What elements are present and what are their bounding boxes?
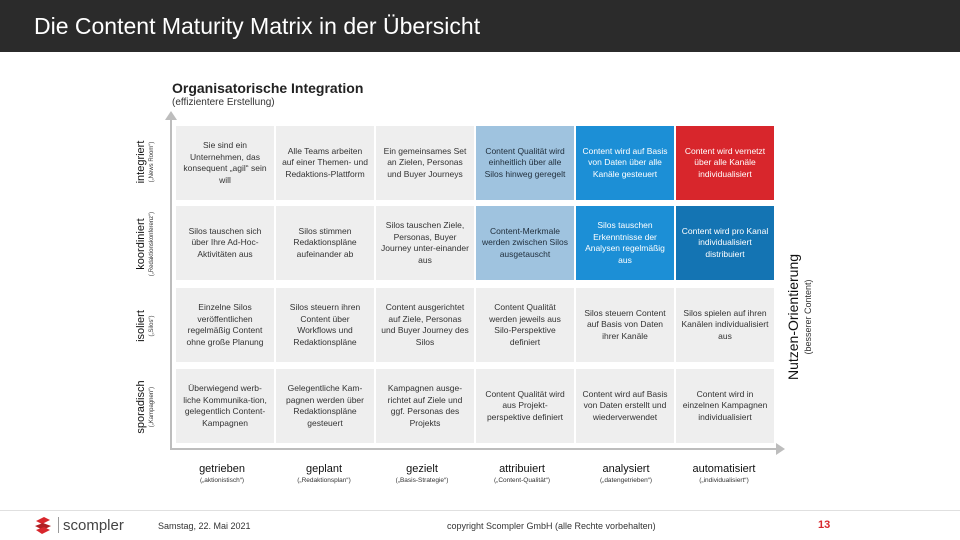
col-label-attribuiert: attribuiert („Content-Qualität“) xyxy=(472,462,572,486)
row-label-koordiniert: koordiniert („Redaktionskonferenz“) xyxy=(134,203,164,285)
col-label-sub: („datengetrieben“) xyxy=(599,477,653,484)
col-label-sub: („Basis-Strategie“) xyxy=(395,477,449,484)
matrix-cell: Content Qualität wird einheitlich über a… xyxy=(476,126,574,200)
matrix-cell: Content wird in einzelnen Kampagnen indi… xyxy=(676,369,774,443)
row-label-text: koordiniert xyxy=(135,218,147,270)
section-title: Organisatorische Integration xyxy=(172,80,364,96)
matrix-cell: Silos tauschen Erkenntnisse der Analysen… xyxy=(576,206,674,280)
section-subtitle: (effizientere Erstellung) xyxy=(172,97,275,108)
matrix-cell: Content wird auf Basis von Daten über al… xyxy=(576,126,674,200)
matrix-cell: Content wird vernetzt über alle Kanäle i… xyxy=(676,126,774,200)
matrix-cell: Content wird auf Basis von Daten erstell… xyxy=(576,369,674,443)
col-label-text: analysiert xyxy=(602,463,650,475)
right-axis-label: Nutzen-Orientierung (besserer Content) xyxy=(785,247,829,387)
col-label-sub: („individualisiert“) xyxy=(699,477,749,484)
col-label-getrieben: getrieben („aktionistisch“) xyxy=(172,462,272,486)
matrix-cell: Content Qualität werden jeweils aus Silo… xyxy=(476,288,574,362)
row-label-sub: („Silos“) xyxy=(149,315,155,337)
y-axis-line xyxy=(170,117,172,449)
matrix-cell: Silos tauschen Ziele, Personas, Buyer Jo… xyxy=(376,206,474,280)
col-label-geplant: geplant („Redaktionsplan“) xyxy=(274,462,374,486)
slide-title: Die Content Maturity Matrix in der Übers… xyxy=(34,13,481,39)
col-label-gezielt: gezielt („Basis-Strategie“) xyxy=(372,462,472,486)
matrix-cell: Silos steuern ihren Content über Workflo… xyxy=(276,288,374,362)
col-label-sub: („Content-Qualität“) xyxy=(494,477,550,484)
right-axis-text: Nutzen-Orientierung xyxy=(785,253,801,381)
matrix-cell: Silos tauschen sich über Ihre Ad-Hoc-Akt… xyxy=(176,206,274,280)
row-label-text: isoliert xyxy=(135,310,147,342)
row-label-isoliert: isoliert („Silos“) xyxy=(134,285,164,367)
matrix-cell: Einzelne Silos veröffentlichen regelmäßi… xyxy=(176,288,274,362)
row-label-integriert: integriert („News Room“) xyxy=(134,121,164,203)
col-label-sub: („Redaktionsplan“) xyxy=(297,477,351,484)
footer-date: Samstag, 22. Mai 2021 xyxy=(158,521,251,531)
matrix-cell: Alle Teams arbeiten auf einer Themen- un… xyxy=(276,126,374,200)
col-label-text: getrieben xyxy=(199,463,245,475)
col-label-text: geplant xyxy=(305,463,343,475)
col-label-text: attribuiert xyxy=(499,463,545,475)
right-axis-sub: (besserer Content) xyxy=(803,279,813,355)
matrix-cell: Content Qualität wird aus Projekt-perspe… xyxy=(476,369,574,443)
logo-text: scompler xyxy=(63,516,124,534)
row-label-sub: („Redaktionskonferenz“) xyxy=(149,211,155,277)
matrix-cell: Content-Merkmale werden zwischen Silos a… xyxy=(476,206,574,280)
scompler-logo: scompler xyxy=(32,515,124,535)
matrix-cell: Silos steuern Content auf Basis von Date… xyxy=(576,288,674,362)
matrix-cell: Gelegentliche Kam-pagnen werden über Red… xyxy=(276,369,374,443)
matrix-cell: Content wird pro Kanal individualisiert … xyxy=(676,206,774,280)
col-label-text: automatisiert xyxy=(692,463,756,475)
title-bar xyxy=(0,0,960,52)
x-axis-arrow-icon xyxy=(776,443,785,455)
matrix-cell: Überwiegend werb-liche Kommunika-tion, g… xyxy=(176,369,274,443)
row-label-text: sporadisch xyxy=(135,380,147,434)
matrix-cell: Kampagnen ausge-richtet auf Ziele und gg… xyxy=(376,369,474,443)
scompler-logo-icon xyxy=(32,515,54,535)
col-label-automatisiert: automatisiert („individualisiert“) xyxy=(674,462,774,486)
page-number: 13 xyxy=(818,519,831,531)
footer-divider xyxy=(0,510,960,511)
row-label-text: integriert xyxy=(135,140,147,184)
matrix-cell: Ein gemeinsames Set an Zielen, Personas … xyxy=(376,126,474,200)
col-label-sub: („aktionistisch“) xyxy=(199,477,245,484)
matrix-cell: Content ausgerichtet auf Ziele, Personas… xyxy=(376,288,474,362)
row-label-sub: („Kampagnen“) xyxy=(149,386,155,428)
col-label-analysiert: analysiert („datengetrieben“) xyxy=(576,462,676,486)
col-label-text: gezielt xyxy=(406,463,438,475)
x-axis-line xyxy=(170,448,778,450)
logo-separator xyxy=(58,517,59,533)
y-axis-arrow-icon xyxy=(165,111,177,120)
matrix-cell: Sie sind ein Unternehmen, das konsequent… xyxy=(176,126,274,200)
footer-copyright: copyright Scompler GmbH (alle Rechte vor… xyxy=(447,521,656,531)
matrix-cell: Silos stimmen Redaktionspläne aufeinande… xyxy=(276,206,374,280)
row-label-sporadisch: sporadisch („Kampagnen“) xyxy=(134,366,164,448)
matrix-cell: Silos spielen auf ihren Kanälen individu… xyxy=(676,288,774,362)
row-label-sub: („News Room“) xyxy=(149,141,155,183)
